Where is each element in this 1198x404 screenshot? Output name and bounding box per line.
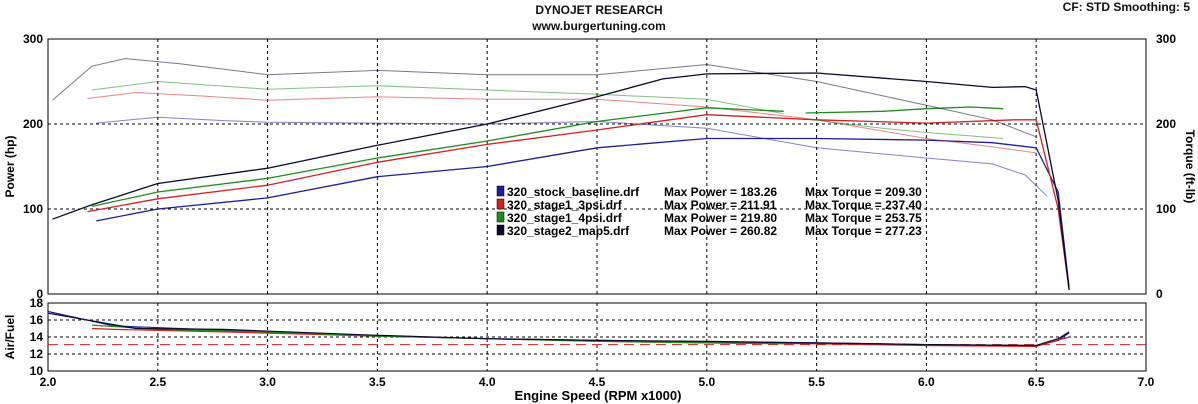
series-line-power (52, 72, 1070, 290)
series-line-power (87, 114, 1070, 290)
air-fuel-plot: 18 16 14 12 10 Air/Fuel 2.0 2.5 3.0 3.5 4.0 4.5 5.0 5… (3, 296, 1155, 403)
x-tick-label: 3.5 (369, 375, 386, 389)
y-axis-label: Power (hp) (3, 135, 17, 197)
x-axis-label: Engine Speed (RPM x1000) (515, 388, 682, 403)
y2-tick-label: 0 (1156, 287, 1163, 301)
x-tick-label: 2.5 (149, 375, 166, 389)
legend-swatch (496, 211, 505, 223)
series-lines (52, 58, 1070, 290)
legend-file: 320_stage1_3psi.drf (507, 198, 623, 212)
afr-y-tick-label: 16 (30, 313, 44, 327)
afr-y-axis-label: Air/Fuel (3, 315, 17, 360)
afr-y-tick-label: 14 (30, 330, 44, 344)
y2-tick-label: 100 (1156, 202, 1176, 216)
legend-file: 320_stage2_map5.drf (507, 224, 630, 238)
legend-max-power: Max Power = 211.91 (664, 198, 777, 212)
y-tick-label: 0 (36, 287, 43, 301)
afr-axes-labels: 18 16 14 12 10 Air/Fuel 2.0 2.5 3.0 3.5 4.0 4.5 5.0 5… (3, 296, 1155, 403)
y2-axis-label: Torque (ft-lb) (1183, 130, 1197, 204)
afr-series-line (47, 312, 1070, 347)
x-tick-label: 7.0 (1138, 375, 1155, 389)
afr-y-tick-label: 18 (30, 296, 44, 310)
x-tick-label: 4.0 (479, 375, 496, 389)
series-line-torque (91, 80, 784, 115)
legend-max-torque: Max Torque = 237.40 (805, 198, 922, 212)
x-tick-label: 6.0 (918, 375, 935, 389)
series-line-power (91, 107, 784, 208)
legend: 320_stock_baseline.drf Max Power = 183.26… (496, 185, 922, 238)
legend-file: 320_stage1_4psi.drf (507, 211, 623, 225)
afr-y-tick-label: 10 (30, 364, 44, 378)
series-line-power (805, 106, 1004, 114)
series-line-torque (87, 91, 1037, 154)
power-torque-plot: 0 100 200 300 0 100 200 300 Power (hp) Torque (ft… (3, 32, 1197, 301)
y2-tick-label: 300 (1156, 32, 1176, 46)
x-tick-label: 6.5 (1028, 375, 1045, 389)
legend-swatch (496, 198, 505, 210)
legend-max-power: Max Power = 219.80 (664, 211, 777, 225)
chart-title: DYNOJET RESEARCH (535, 3, 663, 17)
legend-max-torque: Max Torque = 277.23 (805, 224, 922, 238)
afr-y-tick-label: 12 (30, 347, 44, 361)
y-tick-label: 100 (23, 202, 43, 216)
y2-tick-label: 200 (1156, 117, 1176, 131)
legend-file: 320_stock_baseline.drf (507, 185, 640, 199)
series-line-torque (805, 118, 1004, 139)
correction-factor-label: CF: STD Smoothing: 5 (1062, 0, 1190, 14)
x-tick-label: 2.0 (40, 375, 57, 389)
legend-swatch (496, 185, 505, 197)
legend-max-torque: Max Torque = 253.75 (805, 211, 922, 225)
legend-max-torque: Max Torque = 209.30 (805, 185, 922, 199)
series-line-torque (52, 58, 1037, 138)
legend-swatch (496, 224, 505, 236)
legend-max-power: Max Power = 183.26 (664, 185, 777, 199)
y-tick-label: 300 (23, 32, 43, 46)
axes-labels: 0 100 200 300 0 100 200 300 Power (hp) Torque (ft… (3, 32, 1197, 301)
chart-subtitle: www.burgertuning.com (532, 19, 666, 33)
x-tick-label: 5.0 (698, 375, 715, 389)
x-tick-label: 4.5 (589, 375, 606, 389)
series-line-power (96, 137, 1070, 288)
legend-max-power: Max Power = 260.82 (664, 224, 777, 238)
x-tick-label: 5.5 (808, 375, 825, 389)
x-tick-label: 3.0 (259, 375, 276, 389)
y-tick-label: 200 (23, 117, 43, 131)
afr-series-lines (47, 310, 1070, 348)
